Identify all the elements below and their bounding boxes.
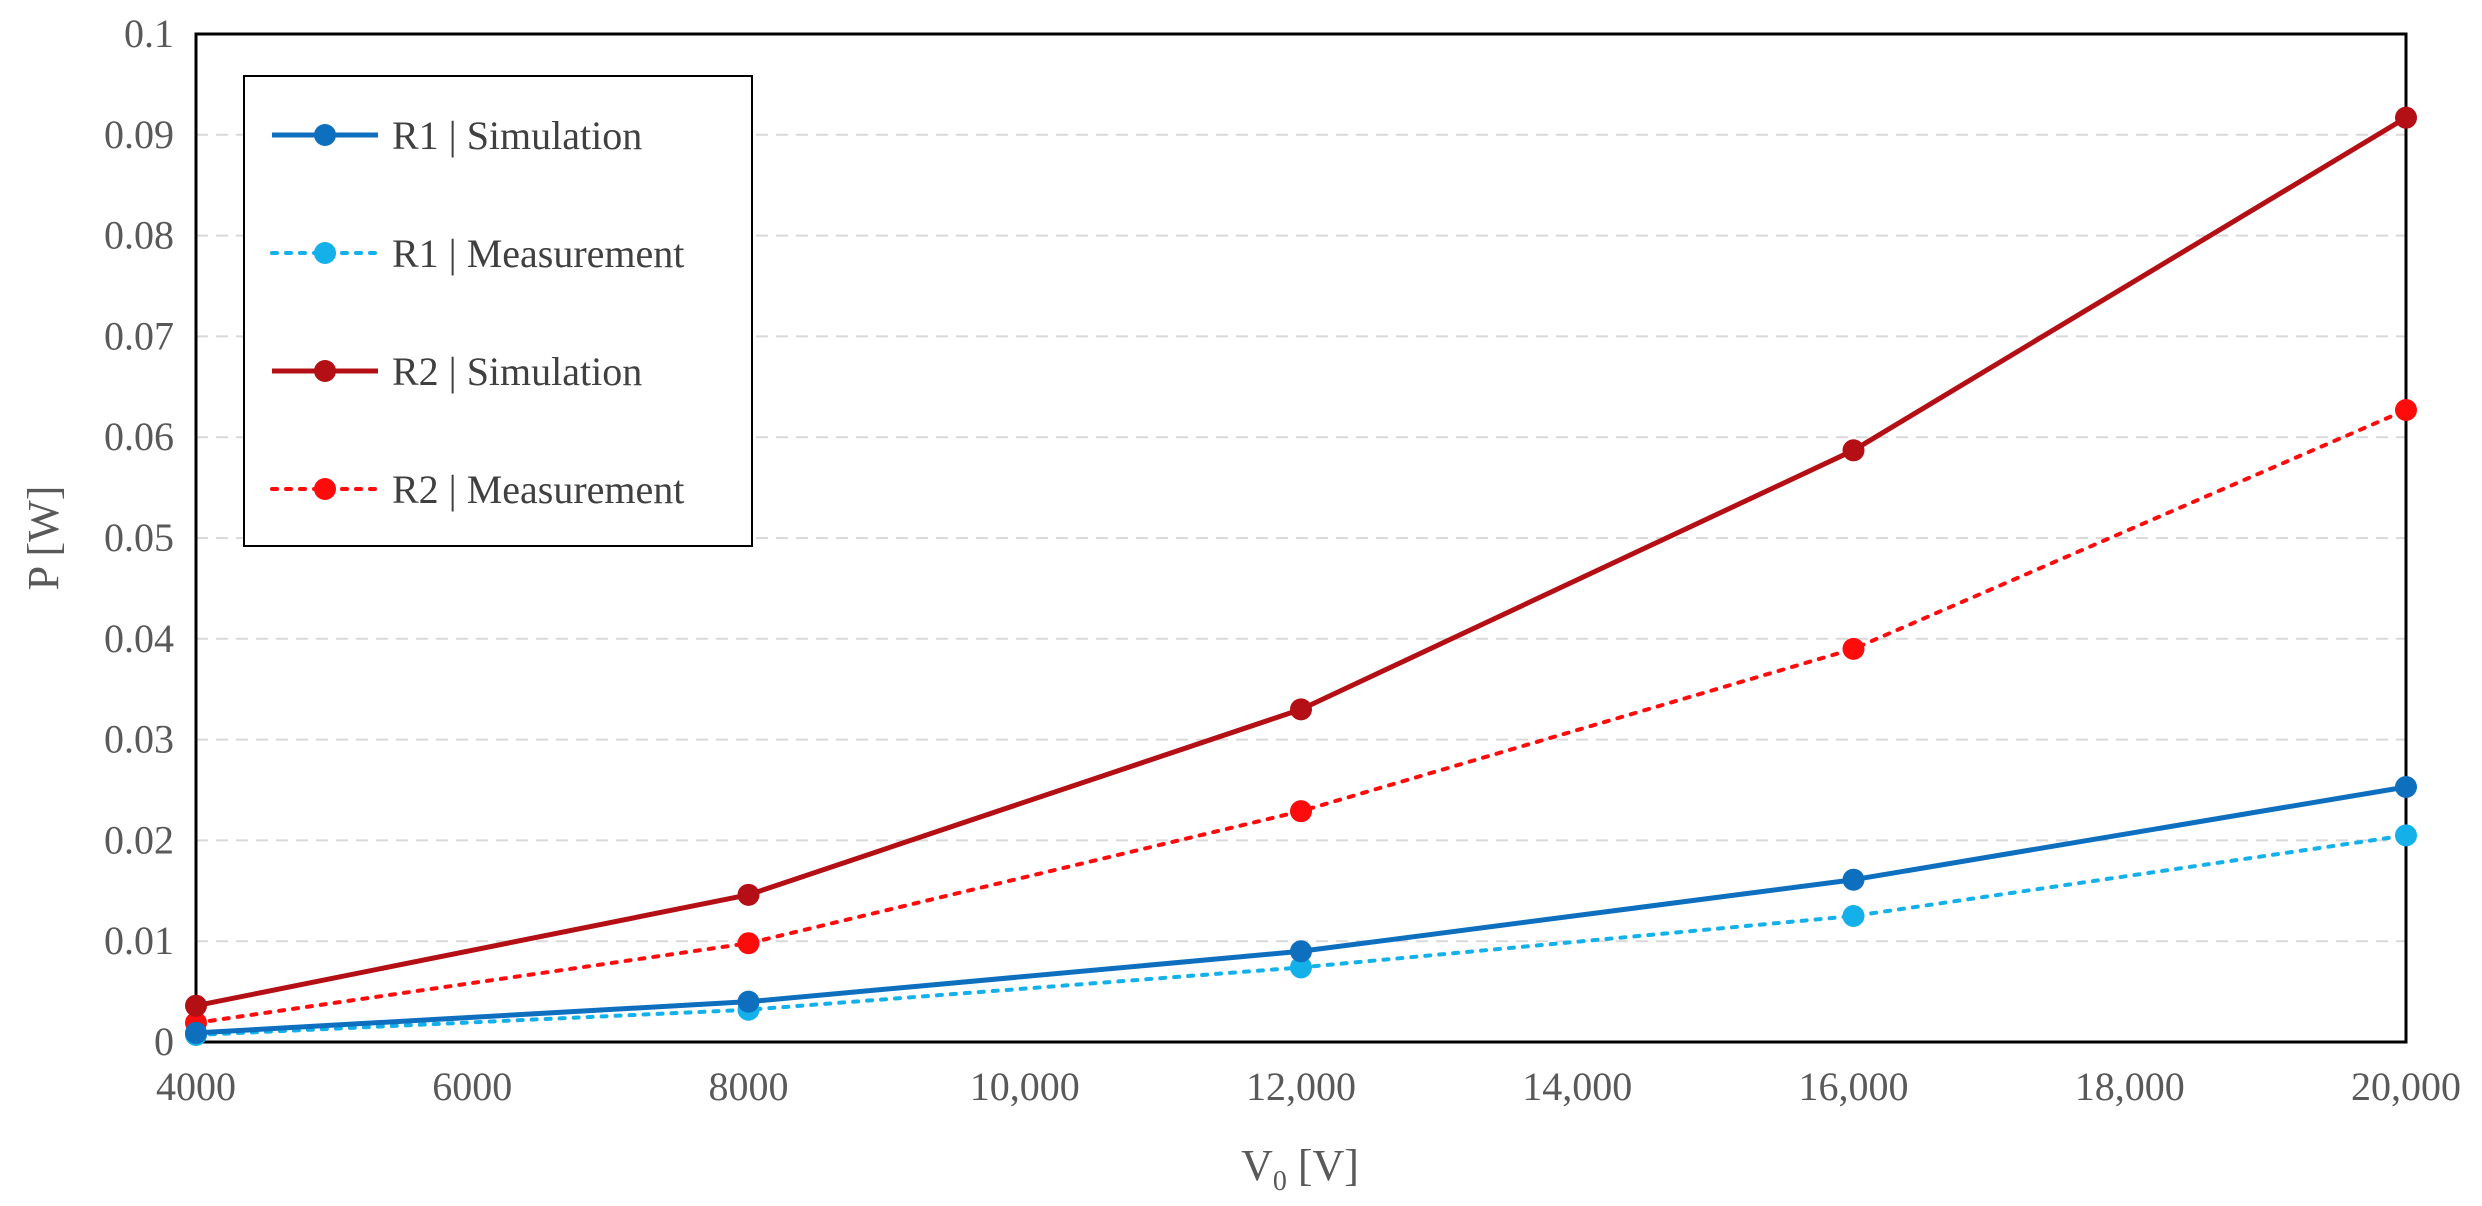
data-point bbox=[2395, 775, 2417, 798]
x-axis-title-unit: [V] bbox=[1287, 1141, 1359, 1190]
data-point bbox=[2395, 398, 2417, 421]
x-axis-title-main: V bbox=[1241, 1141, 1273, 1190]
data-point bbox=[1290, 940, 1312, 963]
series-line bbox=[194, 833, 2408, 1037]
legend-entry: R2 | Measurement bbox=[270, 467, 684, 512]
data-point bbox=[1842, 868, 1865, 891]
series-line bbox=[195, 784, 2407, 1036]
series-layer bbox=[185, 106, 2417, 1046]
y-tick-label: 0.04 bbox=[104, 616, 174, 661]
legend-swatch-marker bbox=[314, 360, 336, 382]
legend-entry: R1 | Measurement bbox=[270, 231, 684, 276]
y-tick-label: 0.08 bbox=[104, 213, 174, 258]
x-tick-label: 16,000 bbox=[1799, 1064, 1909, 1109]
y-tick-label: 0.07 bbox=[104, 313, 174, 358]
y-tick-label: 0 bbox=[154, 1019, 174, 1064]
data-point bbox=[185, 1021, 207, 1044]
data-point bbox=[1842, 637, 1865, 660]
y-tick-label: 0.1 bbox=[124, 11, 174, 56]
series-r1-simulation bbox=[185, 775, 2417, 1044]
y-tick-label: 0.09 bbox=[104, 112, 174, 157]
data-point bbox=[185, 994, 207, 1017]
data-point bbox=[1290, 956, 1312, 979]
legend-entry: R2 | Simulation bbox=[272, 349, 642, 394]
y-tick-label: 0.06 bbox=[104, 414, 174, 459]
data-point bbox=[2395, 824, 2417, 847]
data-point bbox=[2395, 106, 2417, 129]
data-point bbox=[1290, 698, 1312, 721]
x-tick-label: 18,000 bbox=[2075, 1064, 2185, 1109]
legend-entry: R1 | Simulation bbox=[272, 113, 642, 158]
legend: R1 | Simulation R1 | Measurement R2 | Simu… bbox=[243, 75, 753, 547]
data-point bbox=[1842, 905, 1865, 927]
legend-label: R1 | Simulation bbox=[392, 113, 642, 158]
x-axis-title-subscript: 0 bbox=[1273, 1166, 1287, 1197]
legend-swatch-marker bbox=[314, 478, 336, 500]
data-point bbox=[737, 932, 760, 955]
data-point bbox=[1290, 800, 1312, 823]
legend-box bbox=[243, 75, 753, 547]
legend-label: R2 | Simulation bbox=[392, 349, 642, 394]
x-tick-label: 20,000 bbox=[2351, 1064, 2461, 1109]
y-axis-title: P [W] bbox=[19, 486, 68, 591]
x-axis-ticks: 4000 6000 8000 10,000 12,000 14,000 16,000 18,0… bbox=[156, 1064, 2461, 1109]
y-axis-ticks: 0 0.01 0.02 0.03 0.04 0.05 0.06 0.07 0.08 0.09 0.1 bbox=[104, 11, 174, 1064]
legend-swatch-marker bbox=[314, 242, 336, 264]
x-tick-label: 14,000 bbox=[1522, 1064, 1632, 1109]
legend-label: R2 | Measurement bbox=[392, 467, 684, 512]
x-tick-label: 12,000 bbox=[1246, 1064, 1356, 1109]
y-tick-label: 0.05 bbox=[104, 515, 174, 560]
x-tick-label: 4000 bbox=[156, 1064, 236, 1109]
series-r2-simulation bbox=[185, 106, 2417, 1017]
x-tick-label: 8000 bbox=[709, 1064, 789, 1109]
x-axis-title: V0 [V] bbox=[1241, 1141, 1359, 1197]
y-tick-label: 0.03 bbox=[104, 717, 174, 762]
legend-label: R1 | Measurement bbox=[392, 231, 684, 276]
x-tick-label: 6000 bbox=[432, 1064, 512, 1109]
x-tick-label: 10,000 bbox=[970, 1064, 1080, 1109]
legend-swatch-marker bbox=[314, 124, 336, 146]
plot-area-frame bbox=[194, 32, 2408, 1044]
data-point bbox=[1842, 439, 1865, 462]
data-point bbox=[737, 990, 760, 1013]
y-tick-label: 0.01 bbox=[104, 918, 174, 963]
y-tick-label: 0.02 bbox=[104, 817, 174, 862]
data-point bbox=[737, 883, 760, 906]
